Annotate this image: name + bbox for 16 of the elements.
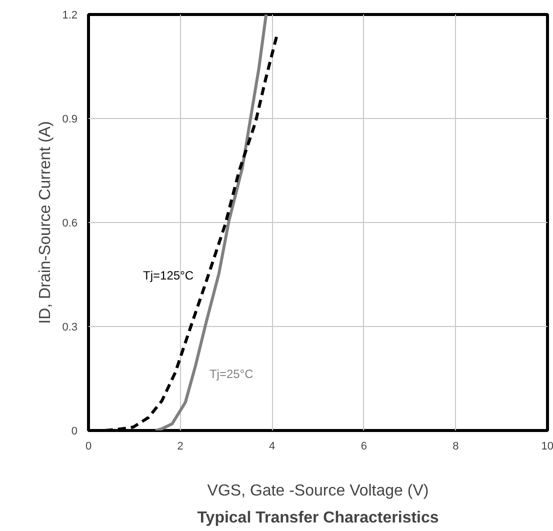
- x-tick-label: 2: [177, 440, 184, 452]
- series-label: Tj=125°C: [143, 268, 194, 283]
- y-axis-title: ID, Drain-Source Current (A): [37, 121, 54, 324]
- x-tick-label: 10: [541, 440, 553, 452]
- x-tick-label: 4: [269, 440, 276, 452]
- x-axis-title: VGS, Gate -Source Voltage (V): [207, 482, 429, 500]
- x-tick-label: 6: [360, 440, 367, 452]
- y-tick-label: 0.3: [62, 322, 78, 334]
- series-label: Tj=25°C: [209, 367, 254, 382]
- x-tick-label: 0: [85, 440, 92, 452]
- y-tick-label: 0.6: [62, 218, 78, 230]
- y-tick-label: 0.9: [62, 114, 78, 126]
- text: Typical Transfer Characteristics: [197, 510, 439, 526]
- y-tick-label: 0: [71, 426, 78, 438]
- x-tick-label: 8: [452, 440, 459, 452]
- y-tick-label: 1.2: [62, 10, 78, 22]
